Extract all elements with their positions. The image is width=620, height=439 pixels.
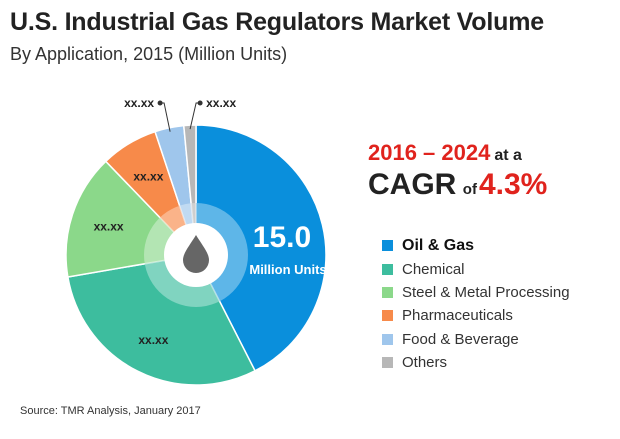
cagr-value: 4.3% bbox=[478, 168, 548, 201]
legend-swatch-steel-metal-processing bbox=[382, 286, 393, 298]
legend-item-chemical: Chemical bbox=[382, 257, 570, 280]
chart-title: U.S. Industrial Gas Regulators Market Vo… bbox=[10, 8, 544, 36]
legend-swatch-chemical bbox=[382, 263, 393, 275]
slice-label-steel-metal-processing: xx.xx bbox=[94, 219, 124, 233]
legend-item-pharmaceuticals: Pharmaceuticals bbox=[382, 304, 570, 327]
slice-label-chemical: xx.xx bbox=[138, 333, 168, 347]
gas-drop-icon bbox=[183, 235, 209, 273]
callout-label-food-beverage: xx.xx bbox=[124, 96, 154, 110]
legend-item-food-beverage: Food & Beverage bbox=[382, 328, 570, 351]
chart-subtitle: By Application, 2015 (Million Units) bbox=[10, 44, 288, 64]
center-value: 15.0 bbox=[253, 221, 311, 254]
legend-item-others: Others bbox=[382, 351, 570, 374]
center-label: Million Units bbox=[249, 262, 326, 277]
callout-label-others: xx.xx bbox=[206, 96, 236, 110]
legend-label-others: Others bbox=[402, 354, 448, 372]
slice-label-pharmaceuticals: xx.xx bbox=[133, 169, 163, 183]
legend-label-oil-gas: Oil & Gas bbox=[402, 236, 475, 254]
legend-label-chemical: Chemical bbox=[402, 260, 465, 278]
cagr-label: CAGR bbox=[368, 168, 457, 201]
cagr-of: of bbox=[462, 181, 477, 198]
cagr-value-line: CAGR of4.3% bbox=[368, 168, 547, 202]
legend-label-steel-metal-processing: Steel & Metal Processing bbox=[402, 283, 570, 301]
chart-legend: Oil & Gas Chemical Steel & Metal Processin… bbox=[382, 234, 570, 374]
cagr-years: 2016 – 2024 bbox=[368, 140, 491, 165]
source-note: Source: TMR Analysis, January 2017 bbox=[20, 405, 201, 417]
legend-swatch-pharmaceuticals bbox=[382, 310, 393, 322]
legend-swatch-food-beverage bbox=[382, 333, 393, 345]
legend-item-steel-metal-processing: Steel & Metal Processing bbox=[382, 281, 570, 304]
legend-swatch-oil-gas bbox=[382, 240, 393, 252]
legend-item-oil-gas: Oil & Gas bbox=[382, 234, 570, 257]
pie-slice-oil-gas bbox=[195, 124, 327, 372]
cagr-period: 2016 – 2024 at a bbox=[368, 140, 522, 166]
callout-dot-food-beverage bbox=[157, 100, 163, 106]
cagr-at-a: at a bbox=[494, 147, 522, 164]
legend-label-food-beverage: Food & Beverage bbox=[402, 330, 519, 348]
legend-swatch-others bbox=[382, 357, 393, 369]
callout-dot-others bbox=[197, 100, 203, 106]
legend-label-pharmaceuticals: Pharmaceuticals bbox=[402, 307, 513, 325]
